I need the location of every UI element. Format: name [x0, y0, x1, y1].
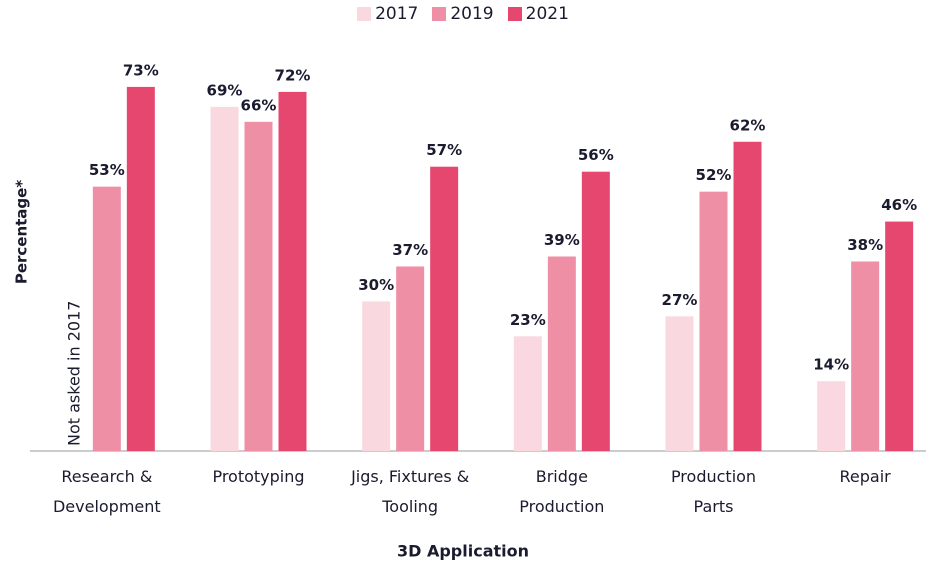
legend: 2017 2019 2021 [0, 4, 926, 24]
x-axis-label: 3D Application [397, 542, 529, 561]
value-label: 73% [123, 61, 159, 79]
bar [92, 186, 121, 451]
value-label: 52% [696, 166, 732, 184]
value-label: 46% [881, 196, 917, 214]
bar [278, 91, 307, 452]
legend-swatch [507, 7, 522, 21]
value-label: 39% [544, 231, 580, 249]
legend-label: 2019 [450, 4, 494, 24]
legend-item: 2019 [432, 4, 494, 24]
bar [733, 141, 762, 451]
bar [362, 301, 391, 451]
x-tick-label: Production Parts [670, 467, 757, 516]
bar [817, 381, 846, 451]
bar [126, 86, 155, 451]
value-label: 38% [847, 236, 883, 254]
bar [699, 191, 728, 451]
bar [210, 106, 239, 452]
value-label: 56% [578, 146, 614, 164]
legend-label: 2017 [375, 4, 419, 24]
x-tick-label: Research & Development [52, 467, 161, 516]
value-label: 62% [730, 116, 766, 134]
bar [396, 266, 425, 451]
bar [547, 256, 576, 451]
bar [430, 166, 459, 451]
bar [581, 171, 610, 451]
legend-swatch [357, 7, 372, 21]
annotation: Not asked in 2017 [65, 301, 84, 446]
bar [244, 121, 273, 451]
legend-item: 2017 [357, 4, 418, 24]
value-label: 69% [207, 81, 243, 99]
legend-swatch [432, 7, 447, 21]
x-tick-label: Bridge Production [519, 467, 605, 516]
value-label: 53% [89, 161, 125, 179]
y-axis-label: Percentage* [13, 180, 31, 285]
value-label: 30% [358, 276, 394, 294]
value-label: 23% [510, 311, 546, 329]
value-label: 72% [275, 66, 311, 84]
value-label: 66% [241, 96, 277, 114]
x-tick-label: Repair [839, 467, 891, 486]
bar [851, 261, 880, 451]
bar [885, 221, 914, 451]
legend-label: 2021 [525, 4, 569, 24]
value-label: 14% [813, 356, 849, 374]
value-label: 27% [662, 291, 698, 309]
x-tick-label: Prototyping [212, 467, 305, 486]
legend-item: 2021 [507, 4, 569, 24]
value-label: 37% [392, 241, 428, 259]
value-label: 57% [426, 141, 462, 159]
bar [513, 336, 542, 451]
bar [665, 316, 694, 451]
x-tick-label: Jigs, Fixtures & Tooling [351, 467, 470, 516]
